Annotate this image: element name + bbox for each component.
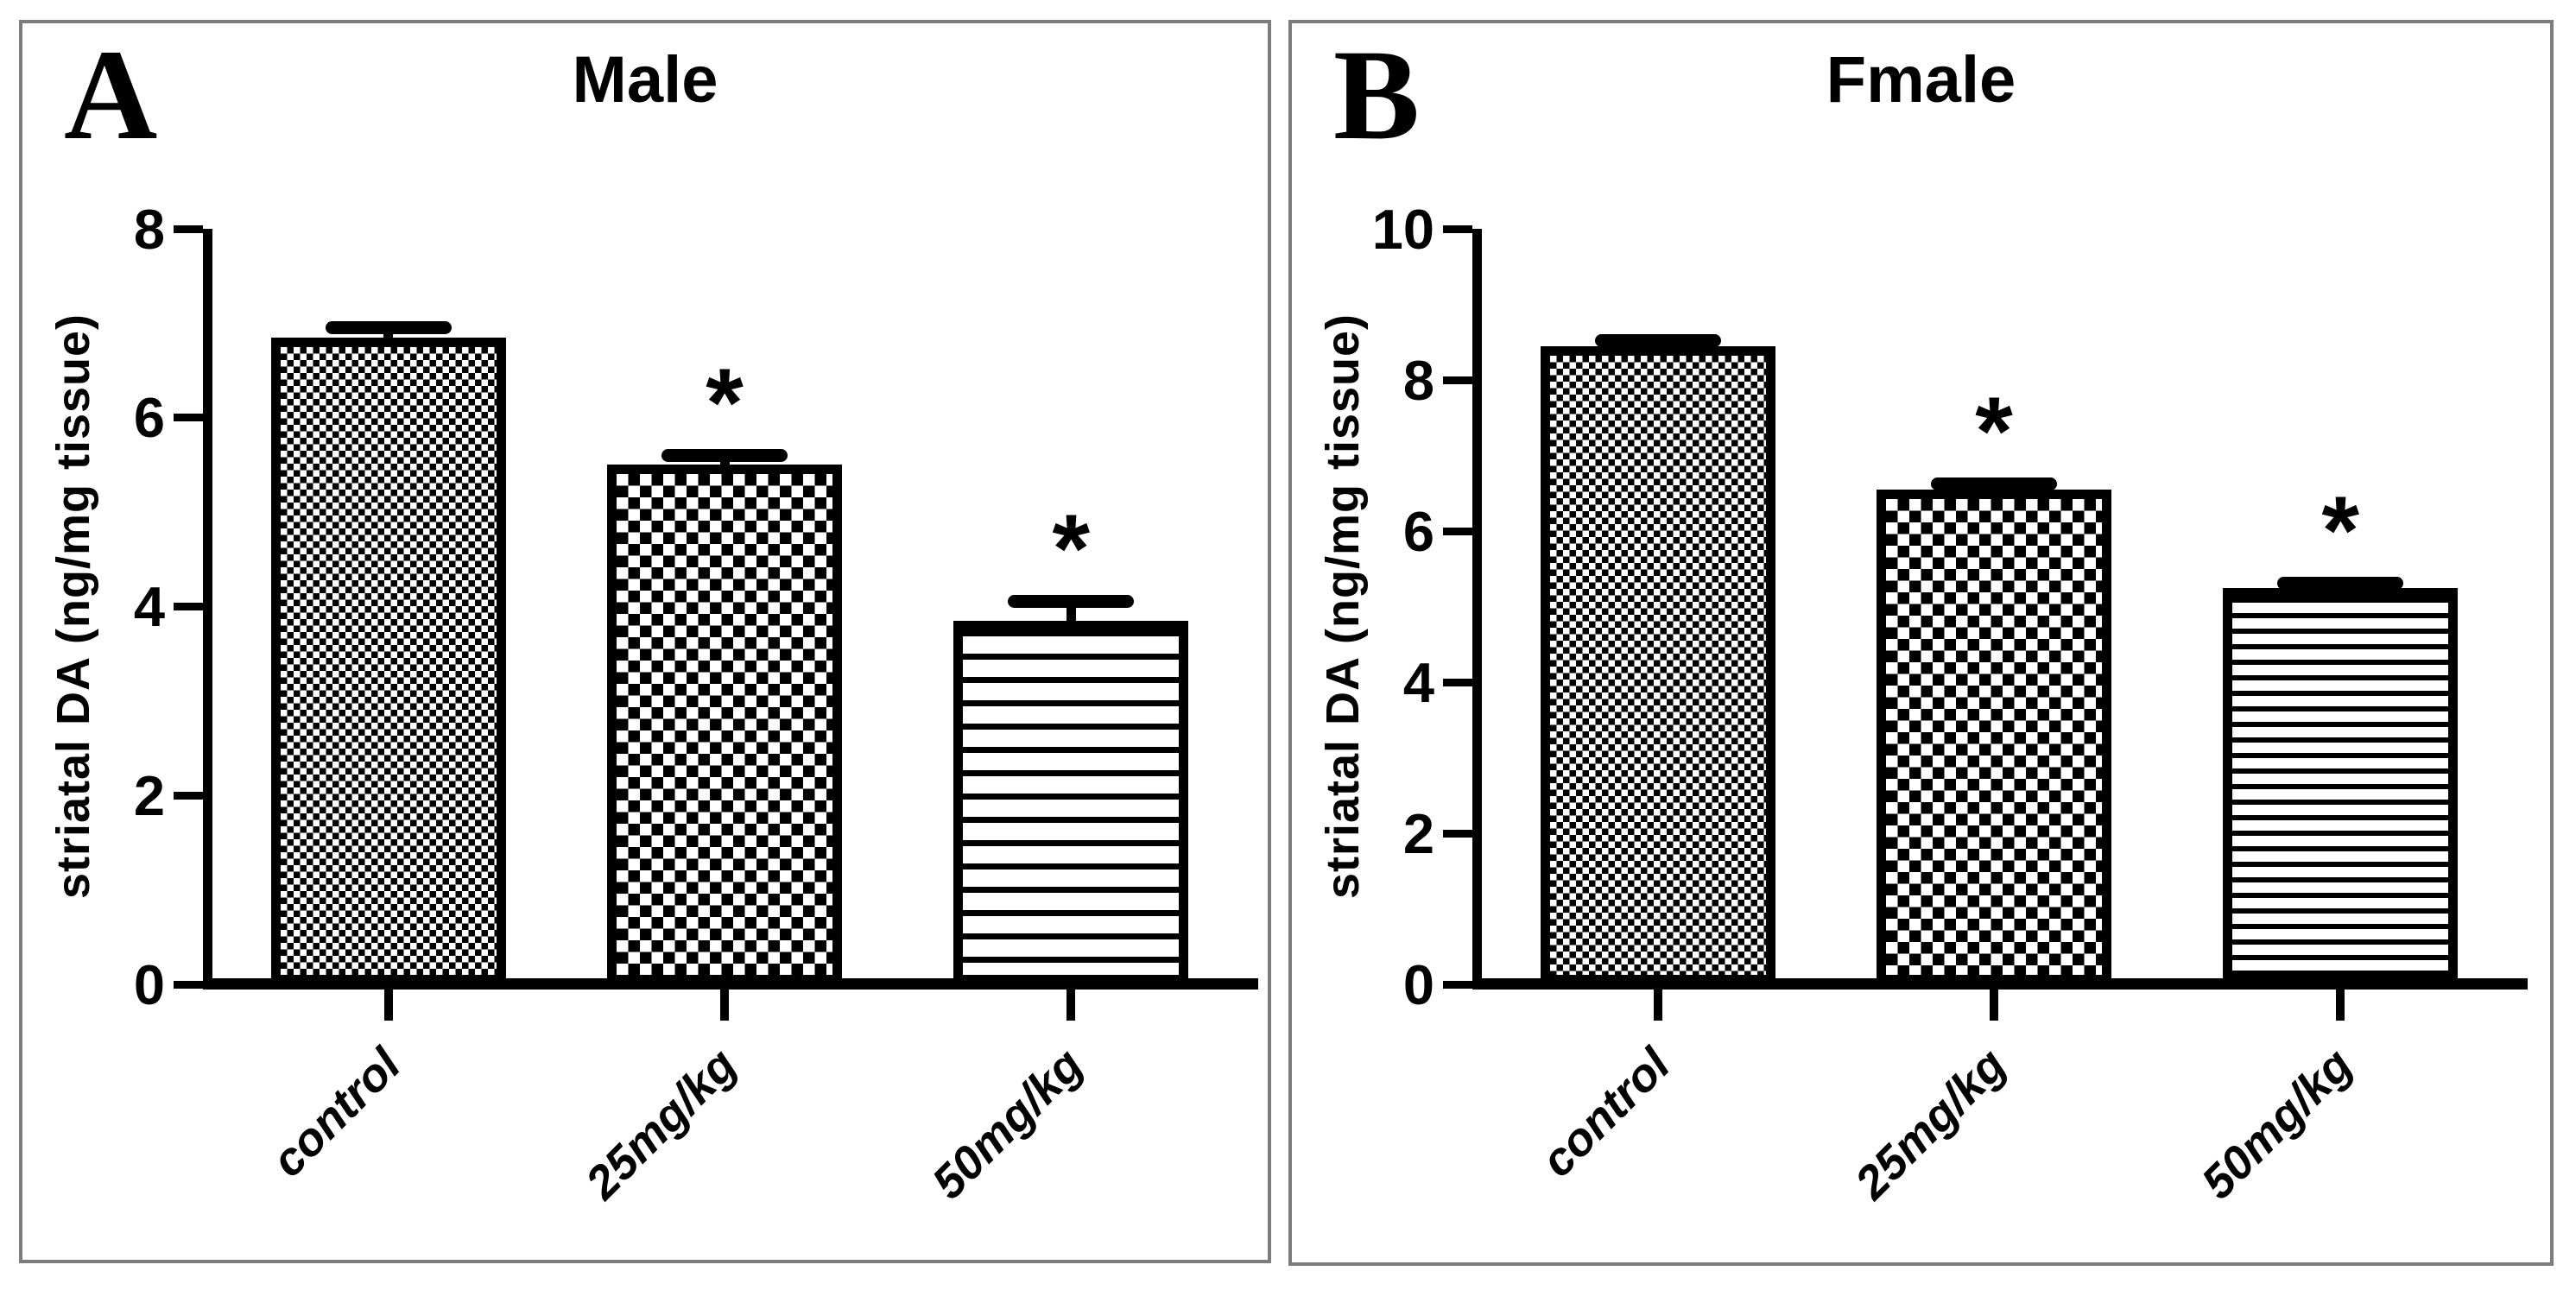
- x-category-label-25mg-kg: 25mg/kg: [575, 1038, 747, 1210]
- y-tick-10: [1443, 224, 1472, 233]
- error-bar-cap-25mg-kg: [1931, 477, 2057, 490]
- y-tick-label-2: 2: [133, 763, 165, 827]
- significance-asterisk-25mg-kg: *: [706, 348, 744, 457]
- bar-control: [270, 337, 506, 984]
- y-axis-line: [203, 229, 212, 990]
- x-tick-25mg-kg: [720, 990, 729, 1021]
- x-category-label-25mg-kg: 25mg/kg: [1845, 1038, 2016, 1210]
- y-tick-label-10: 10: [1371, 197, 1434, 261]
- significance-asterisk-50mg-kg: *: [2321, 477, 2360, 585]
- y-tick-label-4: 4: [133, 575, 165, 638]
- y-tick-2: [174, 791, 203, 800]
- y-tick-0: [1443, 980, 1472, 989]
- y-tick-label-8: 8: [133, 197, 165, 261]
- y-tick-6: [1443, 527, 1472, 535]
- y-tick-4: [1443, 678, 1472, 686]
- x-tick-25mg-kg: [1990, 990, 1998, 1021]
- bar-control: [1540, 345, 1775, 984]
- error-bar-cap-50mg-kg: [1008, 595, 1135, 609]
- significance-asterisk-50mg-kg: *: [1052, 495, 1091, 604]
- x-category-label-control: control: [1531, 1038, 1680, 1187]
- y-tick-label-0: 0: [133, 952, 165, 1016]
- bar-25mg-kg: [607, 465, 842, 984]
- x-category-label-control: control: [262, 1038, 410, 1187]
- error-bar-cap-50mg-kg: [2277, 577, 2404, 591]
- y-tick-label-6: 6: [1402, 499, 1434, 563]
- panel-title-fmale: Fmale: [1826, 43, 2016, 117]
- panel-letter-b: B: [1333, 23, 1421, 167]
- significance-asterisk-25mg-kg: *: [1975, 376, 2013, 485]
- y-tick-4: [174, 603, 203, 610]
- panel-letter-a: A: [64, 23, 158, 167]
- y-tick-8: [174, 224, 203, 233]
- y-axis-line: [1472, 229, 1482, 990]
- error-bar-cap-control: [325, 320, 452, 334]
- error-bar-cap-control: [1594, 333, 1721, 347]
- y-tick-label-6: 6: [133, 386, 165, 450]
- y-tick-label-4: 4: [1402, 650, 1434, 714]
- x-category-label-50mg-kg: 50mg/kg: [2192, 1038, 2363, 1210]
- y-tick-8: [1443, 376, 1472, 384]
- x-category-label-50mg-kg: 50mg/kg: [922, 1038, 1093, 1210]
- panel-title-male: Male: [572, 43, 718, 117]
- y-tick-6: [174, 414, 203, 422]
- bar-25mg-kg: [1877, 489, 2111, 984]
- y-tick-2: [1443, 829, 1472, 838]
- bar-50mg-kg: [2223, 587, 2459, 984]
- x-tick-50mg-kg: [1066, 990, 1076, 1021]
- y-tick-label-2: 2: [1402, 801, 1434, 865]
- error-bar-cap-25mg-kg: [661, 448, 788, 462]
- error-bar-50mg-kg: [1066, 600, 1076, 623]
- x-tick-50mg-kg: [2336, 990, 2345, 1021]
- y-tick-0: [174, 980, 203, 989]
- y-tick-label-0: 0: [1402, 952, 1434, 1016]
- plot-area: 0 2 4 6 8 control * 25mg/kg * 50mg/kg: [134, 198, 1258, 1209]
- y-tick-label-8: 8: [1402, 348, 1434, 412]
- bar-50mg-kg: [953, 620, 1189, 984]
- x-tick-control: [383, 990, 393, 1021]
- plot-area: 0 2 4 6 8 10 control * 25mg/kg * 50mg/kg: [1372, 198, 2528, 1209]
- x-tick-control: [1653, 990, 1662, 1021]
